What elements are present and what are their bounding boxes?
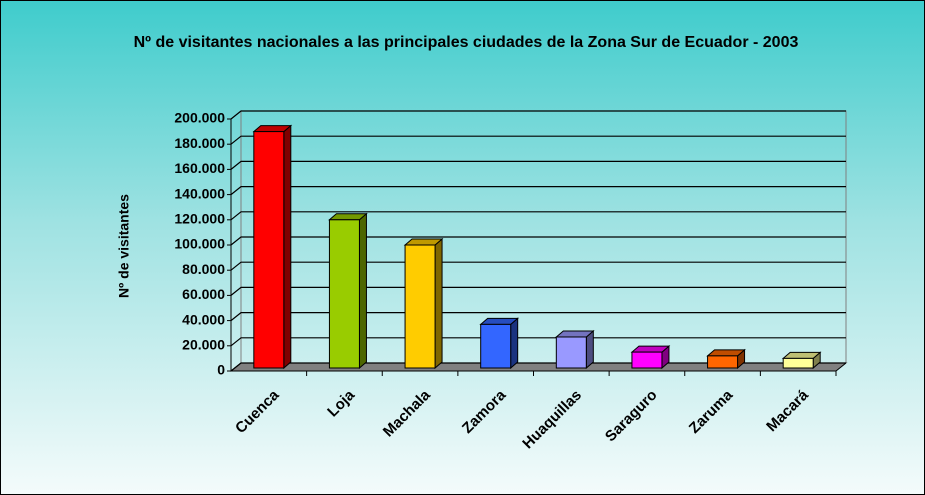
y-tick-label: 160.000 [174, 160, 225, 176]
bar-side [434, 237, 443, 370]
x-tick-label: Machala [380, 386, 434, 440]
y-tick-label: 180.000 [174, 135, 225, 151]
x-tick-label: Cuenca [232, 386, 283, 437]
grid-line [230, 186, 846, 196]
x-tick-label: Huaquillas [519, 387, 585, 453]
bar-side [358, 212, 367, 370]
x-tick-label: Zamora [459, 386, 510, 437]
bar [328, 219, 360, 369]
y-tick-label: 80.000 [182, 261, 225, 277]
bar-side [510, 317, 519, 370]
y-tick-label: 120.000 [174, 211, 225, 227]
grid-line [230, 312, 846, 322]
bar [707, 355, 739, 369]
y-axis-label: Nº de visitantes [116, 194, 132, 298]
x-tick-label: Zaruma [686, 386, 737, 437]
bar [404, 244, 436, 369]
y-tick-label: 200.000 [174, 110, 225, 126]
bar [480, 323, 512, 369]
grid-line [230, 236, 846, 246]
x-tick-label: Saraguro [602, 387, 661, 446]
bar-top [706, 349, 746, 357]
grid-line [230, 337, 846, 347]
x-tick-label: Loja [324, 386, 358, 420]
bar-top [328, 213, 368, 221]
chart-title: Nº de visitantes nacionales a las princi… [133, 34, 799, 51]
bar [253, 131, 285, 369]
bar-top [630, 345, 671, 353]
grid-line [230, 135, 846, 145]
grid-line [230, 110, 846, 120]
bar-top [479, 317, 520, 325]
bar-top [252, 125, 293, 133]
x-tick-label: Macará [763, 386, 812, 435]
y-tick-label: 100.000 [174, 236, 225, 252]
grid-line [230, 261, 846, 271]
y-tick-label: 60.000 [182, 286, 225, 302]
bar-top [403, 238, 444, 246]
bar-top [781, 351, 822, 359]
y-tick-label: 140.000 [174, 185, 225, 201]
grid-line [230, 160, 846, 170]
bar [782, 357, 814, 369]
grid-line [230, 211, 846, 221]
grid-line [230, 286, 846, 296]
floor [229, 362, 848, 372]
bar-side [283, 124, 292, 370]
y-tick-label: 0 [217, 362, 225, 378]
y-tick-label: 20.000 [182, 337, 225, 353]
bar [631, 351, 663, 369]
y-tick-label: 40.000 [182, 311, 225, 327]
bar [555, 336, 587, 369]
bar-top [554, 330, 595, 338]
